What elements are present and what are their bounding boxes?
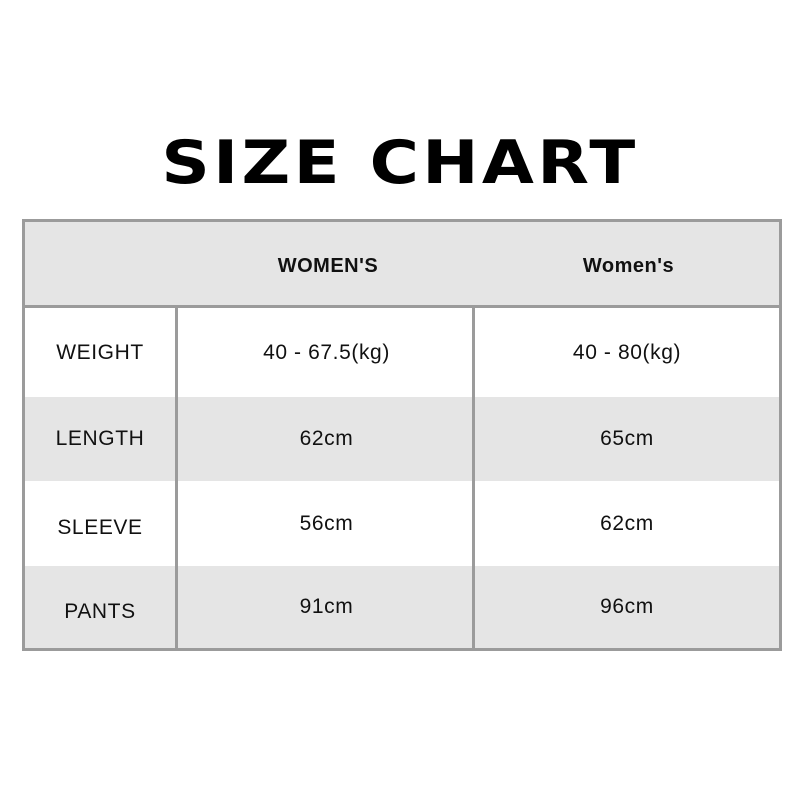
row-label: LENGTH: [55, 427, 145, 450]
table-row: SLEEVE 56cm 62cm: [25, 481, 779, 566]
column-divider: [175, 308, 178, 648]
table-cell: 96cm: [600, 595, 654, 618]
table-cell: 91cm: [299, 595, 354, 618]
row-label: PANTS: [64, 600, 136, 623]
table-cell: 56cm: [299, 511, 354, 535]
header-cell-empty: [25, 222, 178, 305]
table-cell: 40 - 67.5(kg): [263, 340, 390, 364]
column-divider: [472, 308, 475, 648]
table-row: WEIGHT 40 - 67.5(kg) 40 - 80(kg): [25, 308, 779, 397]
size-chart-table: WOMEN'S Women's WEIGHT 40 - 67.5(kg) 40 …: [22, 219, 782, 651]
table-row: LENGTH 62cm 65cm: [25, 397, 779, 481]
header-cell-womens-1: WOMEN'S: [277, 255, 379, 277]
row-label: SLEEVE: [57, 515, 143, 539]
row-label: WEIGHT: [56, 340, 144, 364]
table-cell: 62cm: [600, 511, 654, 535]
table-cell: 40 - 80(kg): [572, 340, 682, 364]
page-title: SIZE CHART: [161, 128, 639, 198]
table-cell: 62cm: [299, 427, 354, 450]
table-header: WOMEN'S Women's: [25, 222, 779, 308]
table-cell: 65cm: [600, 427, 654, 450]
table-row: PANTS 91cm 96cm: [25, 566, 779, 648]
header-cell-womens-2: Women's: [582, 255, 675, 277]
